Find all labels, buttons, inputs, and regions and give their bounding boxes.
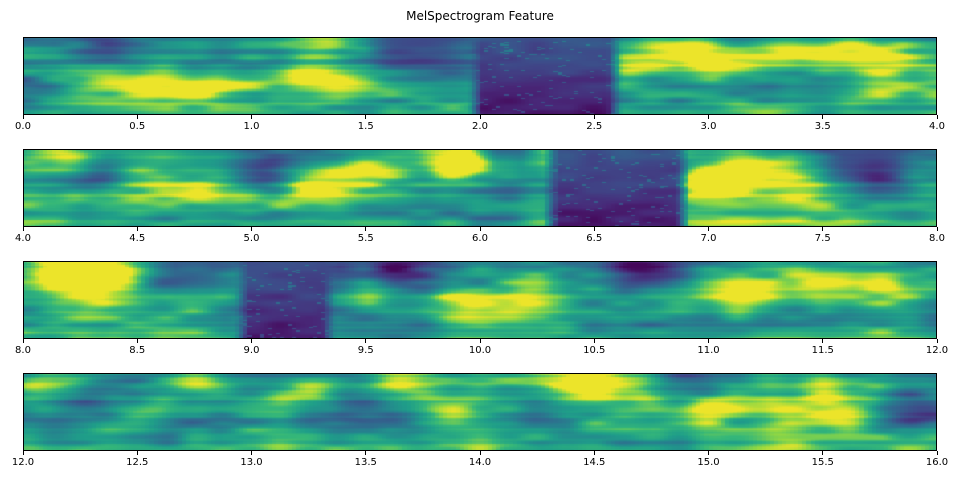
x-tick-label: 9.0 bbox=[243, 345, 260, 356]
x-tick-label: 3.5 bbox=[814, 121, 831, 132]
x-tick bbox=[593, 115, 595, 119]
x-tick-label: 1.0 bbox=[243, 121, 260, 132]
x-tick bbox=[708, 339, 709, 343]
x-tick-label: 1.5 bbox=[357, 121, 374, 132]
x-tick-label: 12.0 bbox=[11, 457, 35, 468]
x-tick-label: 14.0 bbox=[468, 457, 492, 468]
x-tick bbox=[822, 115, 824, 119]
x-tick-label: 4.0 bbox=[929, 121, 945, 132]
x-tick-label: 0.5 bbox=[129, 121, 146, 132]
x-tick bbox=[936, 115, 938, 119]
x-tick-label: 12.0 bbox=[925, 345, 949, 356]
x-tick-label: 13.5 bbox=[354, 457, 377, 468]
subplot-1: 0.0 0.5 1.0 1.5 2.0 2.5 3.0 3.5 4.0 bbox=[15, 37, 945, 147]
x-tick-label: 6.0 bbox=[472, 233, 488, 244]
x-tick-label: 16.0 bbox=[925, 457, 949, 468]
x-tick-label: 8.5 bbox=[129, 345, 146, 356]
x-tick-label: 8.0 bbox=[15, 345, 31, 356]
x-tick-label: 7.0 bbox=[700, 233, 717, 244]
x-tick-label: 10.0 bbox=[468, 345, 492, 356]
x-tick bbox=[22, 339, 24, 343]
x-tick bbox=[822, 339, 824, 343]
x-tick bbox=[251, 339, 252, 343]
x-tick-label: 3.0 bbox=[700, 121, 717, 132]
x-tick-label: 8.0 bbox=[929, 233, 945, 244]
spectrogram-canvas-3 bbox=[23, 261, 937, 339]
x-tick bbox=[251, 115, 252, 119]
x-tick-label: 4.0 bbox=[15, 233, 31, 244]
x-tick-label: 5.5 bbox=[357, 233, 374, 244]
x-tick bbox=[593, 339, 595, 343]
x-tick-label: 11.0 bbox=[697, 345, 720, 356]
x-tick-label: 6.5 bbox=[586, 233, 603, 244]
x-tick bbox=[365, 451, 367, 455]
x-tick-label: 4.5 bbox=[129, 233, 146, 244]
spectrogram-canvas-1 bbox=[23, 37, 937, 115]
x-tick bbox=[708, 115, 709, 119]
x-tick bbox=[136, 115, 138, 119]
x-tick bbox=[708, 451, 709, 455]
x-tick-label: 15.0 bbox=[697, 457, 720, 468]
x-tick-label: 2.0 bbox=[472, 121, 488, 132]
x-tick-label: 13.0 bbox=[240, 457, 263, 468]
x-tick bbox=[936, 227, 938, 231]
x-tick bbox=[136, 339, 138, 343]
spectrogram-canvas-4 bbox=[23, 373, 937, 451]
x-tick-label: 0.0 bbox=[15, 121, 31, 132]
x-tick bbox=[365, 227, 367, 231]
x-tick-label: 14.5 bbox=[583, 457, 606, 468]
subplot-4: 12.0 12.5 13.0 13.5 14.0 14.5 15.0 15.5 16.0 bbox=[12, 373, 948, 480]
x-tick bbox=[936, 451, 938, 455]
x-tick bbox=[136, 451, 138, 455]
figure-title: MelSpectrogram Feature bbox=[406, 9, 554, 23]
x-tick bbox=[251, 451, 252, 455]
spectrogram-canvas-2 bbox=[23, 149, 937, 227]
subplot-3: 8.0 8.5 9.0 9.5 10.0 10.5 11.0 11.5 12.0 bbox=[15, 261, 948, 371]
x-tick bbox=[22, 451, 24, 455]
x-tick bbox=[593, 227, 595, 231]
x-tick bbox=[479, 227, 481, 231]
x-tick bbox=[822, 451, 824, 455]
subplot-2: 4.0 4.5 5.0 5.5 6.0 6.5 7.0 7.5 8.0 bbox=[15, 149, 945, 259]
x-tick-label: 11.5 bbox=[811, 345, 834, 356]
x-tick bbox=[822, 227, 824, 231]
x-tick bbox=[22, 227, 24, 231]
x-tick bbox=[136, 227, 138, 231]
x-tick bbox=[479, 115, 481, 119]
x-tick-label: 15.5 bbox=[811, 457, 834, 468]
x-tick-label: 5.0 bbox=[243, 233, 260, 244]
x-tick bbox=[593, 451, 595, 455]
x-tick-label: 10.5 bbox=[583, 345, 606, 356]
x-tick bbox=[365, 115, 367, 119]
x-tick-label: 2.5 bbox=[586, 121, 603, 132]
x-tick bbox=[479, 339, 481, 343]
x-tick-label: 7.5 bbox=[814, 233, 831, 244]
x-tick bbox=[936, 339, 938, 343]
x-tick bbox=[479, 451, 481, 455]
x-tick-label: 12.5 bbox=[126, 457, 149, 468]
x-tick bbox=[251, 227, 252, 231]
x-tick bbox=[708, 227, 709, 231]
x-tick-label: 9.5 bbox=[357, 345, 374, 356]
x-tick bbox=[22, 115, 24, 119]
x-tick bbox=[365, 339, 367, 343]
